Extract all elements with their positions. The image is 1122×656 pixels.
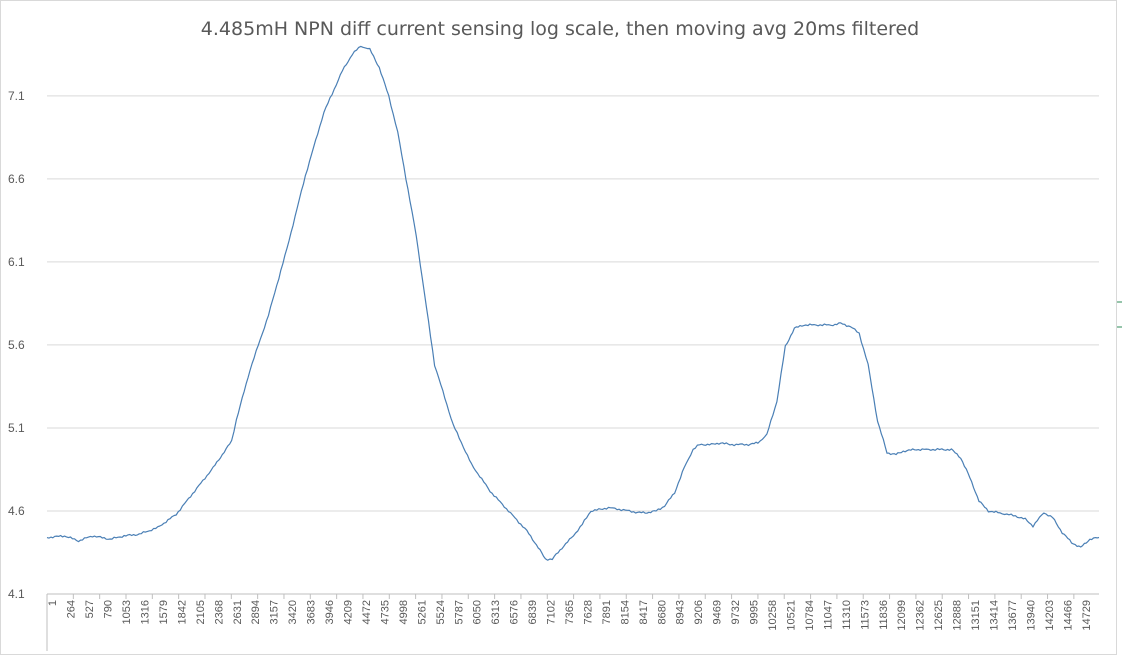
x-tick-label: 2105 — [195, 600, 207, 624]
x-tick-label: 10258 — [767, 600, 779, 631]
x-tick-label: 1579 — [158, 600, 170, 624]
y-tick-label: 4.6 — [8, 504, 25, 518]
x-tick-label: 9995 — [749, 600, 761, 624]
x-tick-label: 12625 — [933, 600, 945, 631]
x-tick-label: 2894 — [250, 600, 262, 624]
x-tick-label: 4209 — [343, 600, 355, 624]
x-tick-label: 14729 — [1081, 600, 1093, 631]
x-tick-label: 2368 — [213, 600, 225, 624]
x-tick-label: 11310 — [841, 600, 853, 630]
x-tick-label: 1316 — [140, 600, 152, 624]
x-tick-label: 7102 — [546, 600, 558, 624]
y-axis-tick-labels: 4.1 4.6 5.1 5.6 6.1 6.6 7.1 — [8, 89, 25, 601]
x-tick-label: 10784 — [804, 600, 816, 631]
x-tick-label: 2631 — [232, 600, 244, 624]
x-tick-label: 11836 — [878, 600, 890, 630]
x-tick-label: 264 — [66, 600, 78, 618]
x-tick-label: 9206 — [693, 600, 705, 624]
x-tick-label: 3683 — [306, 600, 318, 624]
x-tick-label: 12888 — [952, 600, 964, 631]
x-tick-label: 4735 — [379, 600, 391, 624]
x-tick-label: 4998 — [398, 600, 410, 624]
x-tick-label: 6313 — [490, 600, 502, 624]
x-tick-label: 13414 — [988, 600, 1000, 631]
x-tick-label: 10521 — [785, 600, 797, 631]
x-tick-label: 6576 — [509, 600, 521, 624]
x-tick-label: 14203 — [1044, 600, 1056, 631]
x-tick-label: 6050 — [472, 600, 484, 624]
x-tick-label: 1842 — [176, 600, 188, 624]
x-tick-label: 11047 — [822, 600, 834, 630]
gridlines — [47, 95, 1099, 595]
x-tick-label: 8417 — [638, 600, 650, 624]
y-tick-label: 6.6 — [8, 172, 25, 186]
x-tick-label: 7365 — [564, 600, 576, 624]
x-tick-label: 7628 — [582, 600, 594, 624]
chart-title: 4.485mH NPN diff current sensing log sca… — [201, 18, 919, 40]
y-tick-label: 4.1 — [8, 587, 25, 601]
y-tick-label: 5.6 — [8, 338, 25, 352]
x-tick-label: 13677 — [1007, 600, 1019, 631]
y-tick-label: 5.1 — [8, 421, 25, 435]
x-tick-label: 790 — [103, 600, 115, 618]
y-tick-label: 7.1 — [8, 89, 25, 103]
x-tick-label: 12362 — [915, 600, 927, 631]
x-tick-label: 12099 — [896, 600, 908, 631]
y-tick-label: 6.1 — [8, 255, 25, 269]
x-tick-label: 3420 — [287, 600, 299, 624]
x-tick-label: 6839 — [527, 600, 539, 624]
x-tick-label: 11573 — [859, 600, 871, 630]
x-tick-label: 3157 — [269, 600, 281, 624]
x-tick-label: 5261 — [416, 600, 428, 624]
x-tick-label: 8943 — [675, 600, 687, 624]
plot-area — [46, 45, 1100, 561]
x-tick-label: 527 — [84, 600, 96, 618]
x-tick-label: 7891 — [601, 600, 613, 624]
x-tick-label: 13151 — [970, 600, 982, 631]
x-tick-label: 9732 — [730, 600, 742, 624]
x-tick-label: 8154 — [619, 600, 631, 624]
x-tick-label: 9469 — [712, 600, 724, 624]
x-axis: 1 264 527 790 1053 1316 1579 1842 2105 2368 2631 28… — [46, 594, 1093, 651]
x-tick-label: 5524 — [435, 600, 447, 624]
x-tick-label: 1 — [47, 600, 59, 606]
x-tick-label: 3946 — [324, 600, 336, 624]
x-tick-label: 14466 — [1062, 600, 1074, 631]
series-line-0 — [46, 45, 1100, 561]
x-tick-label: 1053 — [121, 600, 133, 624]
x-tick-label: 4472 — [361, 600, 373, 624]
x-tick-label: 5787 — [453, 600, 465, 624]
x-tick-label: 13940 — [1025, 600, 1037, 631]
x-tick-label: 8680 — [656, 600, 668, 624]
